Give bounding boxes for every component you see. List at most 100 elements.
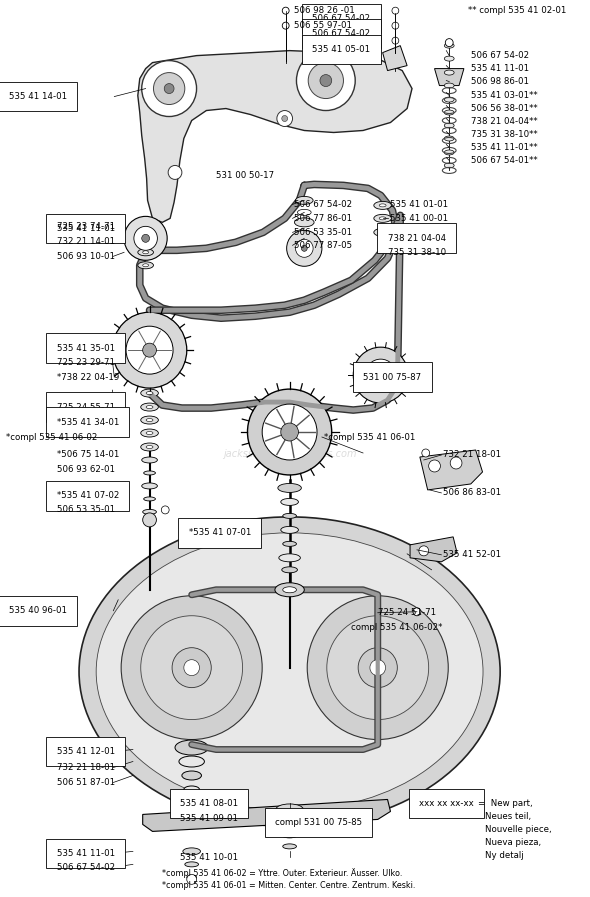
- Ellipse shape: [283, 844, 296, 849]
- Polygon shape: [383, 46, 407, 71]
- Ellipse shape: [374, 214, 391, 222]
- Circle shape: [450, 457, 462, 469]
- Text: 506 93 62-01: 506 93 62-01: [57, 466, 114, 475]
- Polygon shape: [435, 68, 464, 85]
- Circle shape: [142, 234, 149, 242]
- Ellipse shape: [146, 392, 153, 395]
- Text: 535 41 14-01: 535 41 14-01: [8, 92, 67, 101]
- Ellipse shape: [279, 553, 300, 562]
- Ellipse shape: [175, 740, 208, 755]
- Ellipse shape: [79, 517, 500, 826]
- Text: compl 535 41 06-02*: compl 535 41 06-02*: [351, 623, 442, 632]
- Circle shape: [172, 648, 211, 688]
- Text: 535 40 96-01: 535 40 96-01: [8, 606, 67, 615]
- Ellipse shape: [276, 804, 303, 815]
- Text: compl 531 00 75-85: compl 531 00 75-85: [275, 818, 362, 827]
- Ellipse shape: [279, 818, 300, 826]
- Text: 535 41 03-01**: 535 41 03-01**: [471, 91, 537, 100]
- Ellipse shape: [296, 196, 313, 205]
- Circle shape: [392, 37, 399, 44]
- Text: Nouvelle piece,: Nouvelle piece,: [486, 825, 552, 834]
- Ellipse shape: [278, 483, 301, 492]
- Ellipse shape: [144, 471, 155, 475]
- Text: 535 41 01-01: 535 41 01-01: [391, 200, 448, 209]
- Ellipse shape: [96, 533, 483, 810]
- Circle shape: [124, 216, 167, 260]
- Ellipse shape: [187, 875, 196, 879]
- Text: 535 41 52-01: 535 41 52-01: [443, 551, 501, 560]
- Text: 735 31 38-10**: 735 31 38-10**: [471, 130, 537, 139]
- Text: jackssmallengineparts.com: jackssmallengineparts.com: [223, 449, 356, 459]
- Ellipse shape: [184, 786, 199, 793]
- Text: *738 22 04-19: *738 22 04-19: [57, 372, 119, 381]
- Text: *535 41 07-01: *535 41 07-01: [189, 528, 251, 537]
- Circle shape: [126, 327, 173, 374]
- Text: 506 93 10-01: 506 93 10-01: [57, 252, 114, 261]
- Text: 506 53 35-01: 506 53 35-01: [294, 228, 353, 237]
- Ellipse shape: [374, 202, 391, 209]
- Circle shape: [301, 245, 307, 251]
- Ellipse shape: [444, 97, 454, 102]
- Text: =  New part,: = New part,: [478, 799, 532, 808]
- Ellipse shape: [444, 150, 454, 155]
- Circle shape: [287, 231, 322, 266]
- Ellipse shape: [144, 497, 155, 501]
- Text: *compl 535 41 06-01 = Mitten. Center. Centre. Zentrum. Keski.: *compl 535 41 06-01 = Mitten. Center. Ce…: [162, 881, 416, 890]
- Ellipse shape: [444, 123, 454, 128]
- Ellipse shape: [142, 457, 158, 463]
- Text: 535 41 11-01: 535 41 11-01: [57, 849, 114, 858]
- Text: 535 41 35-01: 535 41 35-01: [57, 344, 114, 353]
- Text: 735 31 38-10: 735 31 38-10: [388, 248, 445, 257]
- Text: ** compl 535 41 02-01: ** compl 535 41 02-01: [468, 6, 566, 15]
- Text: 732 21 18-01: 732 21 18-01: [57, 763, 114, 772]
- Text: 506 77 87-05: 506 77 87-05: [294, 240, 353, 250]
- Text: 506 51 87-01: 506 51 87-01: [57, 778, 114, 787]
- Circle shape: [370, 659, 386, 675]
- Ellipse shape: [185, 862, 198, 867]
- Circle shape: [282, 22, 289, 29]
- Ellipse shape: [143, 509, 156, 514]
- Circle shape: [282, 116, 288, 121]
- Text: 506 98 86-01: 506 98 86-01: [471, 77, 529, 86]
- Circle shape: [296, 50, 355, 110]
- Text: 732 21 14-01: 732 21 14-01: [57, 237, 114, 246]
- Ellipse shape: [444, 70, 454, 75]
- Text: 535 41 00-01: 535 41 00-01: [391, 213, 448, 222]
- Ellipse shape: [282, 567, 297, 573]
- Polygon shape: [138, 50, 412, 222]
- Ellipse shape: [183, 848, 201, 855]
- Circle shape: [134, 226, 158, 250]
- Circle shape: [153, 73, 185, 105]
- Text: Ny detalj: Ny detalj: [486, 851, 524, 860]
- Circle shape: [187, 875, 196, 884]
- Circle shape: [141, 615, 242, 719]
- Text: *535 41 07-02: *535 41 07-02: [57, 492, 119, 501]
- Text: *compl 535 41 06-02 = Yttre. Outer. Exterieur. Äusser. Ulko.: *compl 535 41 06-02 = Yttre. Outer. Exte…: [162, 868, 402, 878]
- Circle shape: [184, 659, 199, 675]
- Text: 531 00 50-17: 531 00 50-17: [216, 171, 274, 180]
- Circle shape: [320, 74, 332, 87]
- Text: 506 67 54-02: 506 67 54-02: [471, 51, 529, 60]
- Ellipse shape: [141, 429, 158, 437]
- Ellipse shape: [444, 57, 454, 61]
- Circle shape: [413, 608, 421, 615]
- Ellipse shape: [283, 513, 296, 518]
- Ellipse shape: [146, 431, 153, 434]
- Circle shape: [308, 63, 343, 99]
- Text: 535 41 11-01**: 535 41 11-01**: [471, 143, 537, 152]
- Circle shape: [281, 423, 299, 441]
- Circle shape: [353, 347, 408, 403]
- Text: 506 67 54-02: 506 67 54-02: [312, 14, 371, 23]
- Text: 725 24 51-71: 725 24 51-71: [378, 608, 436, 617]
- Circle shape: [161, 506, 169, 514]
- Polygon shape: [143, 799, 391, 832]
- Ellipse shape: [299, 231, 310, 237]
- Ellipse shape: [294, 218, 314, 227]
- Ellipse shape: [142, 483, 158, 489]
- Text: 725 24 55-71: 725 24 55-71: [57, 403, 114, 412]
- Circle shape: [327, 615, 429, 719]
- Text: Nueva pieza,: Nueva pieza,: [486, 838, 542, 847]
- Ellipse shape: [141, 389, 158, 397]
- Circle shape: [445, 39, 453, 47]
- Circle shape: [143, 344, 156, 357]
